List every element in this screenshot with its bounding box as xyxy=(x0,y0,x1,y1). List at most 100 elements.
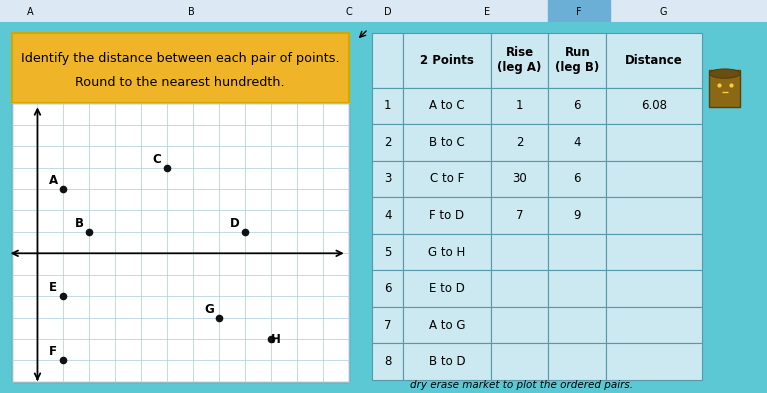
Text: E: E xyxy=(484,7,490,17)
Bar xyxy=(357,0,418,22)
Bar xyxy=(491,234,548,270)
Bar xyxy=(491,161,548,197)
Text: E to D: E to D xyxy=(429,282,465,295)
Bar xyxy=(548,33,606,88)
Bar xyxy=(456,0,518,22)
Text: A: A xyxy=(28,7,34,17)
Text: 7: 7 xyxy=(384,319,391,332)
Text: 1: 1 xyxy=(516,99,523,112)
Text: C to F: C to F xyxy=(430,173,464,185)
Text: G: G xyxy=(204,303,214,316)
Text: Round to the nearest hundredth.: Round to the nearest hundredth. xyxy=(75,76,285,89)
Text: dry erase market to plot the ordered pairs.: dry erase market to plot the ordered pai… xyxy=(410,380,633,390)
Text: Run
(leg B): Run (leg B) xyxy=(555,46,600,74)
Bar xyxy=(606,197,702,234)
Text: C: C xyxy=(346,7,352,17)
Text: F to D: F to D xyxy=(430,209,465,222)
Text: F: F xyxy=(576,7,582,17)
Text: Identify the distance between each pair of points.: Identify the distance between each pair … xyxy=(21,52,340,65)
Text: 4: 4 xyxy=(384,209,391,222)
Bar xyxy=(372,270,403,307)
Text: D: D xyxy=(384,7,391,17)
Text: 2: 2 xyxy=(516,136,523,149)
Text: 8: 8 xyxy=(384,355,391,368)
Text: A to G: A to G xyxy=(429,319,466,332)
Text: 6: 6 xyxy=(574,99,581,112)
Bar xyxy=(403,234,491,270)
Bar xyxy=(548,88,606,124)
Bar xyxy=(372,88,403,124)
Bar xyxy=(491,197,548,234)
Bar xyxy=(606,161,702,197)
Text: B: B xyxy=(189,7,195,17)
Text: B: B xyxy=(74,217,84,230)
Bar xyxy=(606,33,702,88)
Bar xyxy=(403,343,491,380)
Bar xyxy=(548,124,606,161)
Text: G: G xyxy=(660,7,667,17)
Text: F: F xyxy=(49,345,57,358)
Bar xyxy=(372,124,403,161)
Bar xyxy=(372,343,403,380)
Bar xyxy=(548,197,606,234)
Bar xyxy=(12,33,349,103)
Bar xyxy=(403,197,491,234)
Bar xyxy=(491,88,548,124)
Text: 6: 6 xyxy=(384,282,391,295)
Bar xyxy=(606,88,702,124)
Text: A: A xyxy=(48,174,58,187)
Bar xyxy=(548,161,606,197)
Text: Distance: Distance xyxy=(625,54,683,67)
Bar xyxy=(606,234,702,270)
Bar xyxy=(606,343,702,380)
Text: 30: 30 xyxy=(512,173,527,185)
Text: 3: 3 xyxy=(384,173,391,185)
Text: 6.08: 6.08 xyxy=(641,99,667,112)
Bar xyxy=(548,234,606,270)
Text: 6: 6 xyxy=(574,173,581,185)
Text: C: C xyxy=(153,152,161,165)
Ellipse shape xyxy=(709,69,740,78)
Bar xyxy=(372,33,403,88)
Bar xyxy=(12,103,349,382)
Bar xyxy=(372,234,403,270)
Text: 4: 4 xyxy=(574,136,581,149)
Bar xyxy=(372,197,403,234)
Bar xyxy=(372,307,403,343)
Bar xyxy=(491,343,548,380)
Bar xyxy=(403,88,491,124)
Bar xyxy=(548,307,606,343)
Text: G to H: G to H xyxy=(429,246,466,259)
Text: Rise
(leg A): Rise (leg A) xyxy=(497,46,542,74)
Text: 1: 1 xyxy=(384,99,391,112)
Text: 9: 9 xyxy=(574,209,581,222)
Bar xyxy=(606,270,702,307)
Bar xyxy=(491,307,548,343)
Bar xyxy=(633,0,694,22)
Bar xyxy=(403,270,491,307)
Bar xyxy=(548,270,606,307)
Text: A to C: A to C xyxy=(430,99,465,112)
Bar xyxy=(403,124,491,161)
Bar xyxy=(709,70,740,107)
Text: 2: 2 xyxy=(384,136,391,149)
Bar xyxy=(161,0,222,22)
Text: D: D xyxy=(230,217,239,230)
Text: B to C: B to C xyxy=(430,136,465,149)
Text: 5: 5 xyxy=(384,246,391,259)
Text: 2 Points: 2 Points xyxy=(420,54,474,67)
Text: 7: 7 xyxy=(516,209,523,222)
Bar xyxy=(403,33,491,88)
Text: B to D: B to D xyxy=(429,355,466,368)
Bar xyxy=(403,161,491,197)
Bar xyxy=(548,0,610,22)
Bar xyxy=(318,0,380,22)
Bar xyxy=(491,124,548,161)
Bar xyxy=(606,307,702,343)
Bar xyxy=(0,0,61,22)
Text: E: E xyxy=(49,281,57,294)
Bar xyxy=(491,270,548,307)
Text: H: H xyxy=(272,332,281,345)
Bar xyxy=(491,33,548,88)
Bar xyxy=(403,307,491,343)
